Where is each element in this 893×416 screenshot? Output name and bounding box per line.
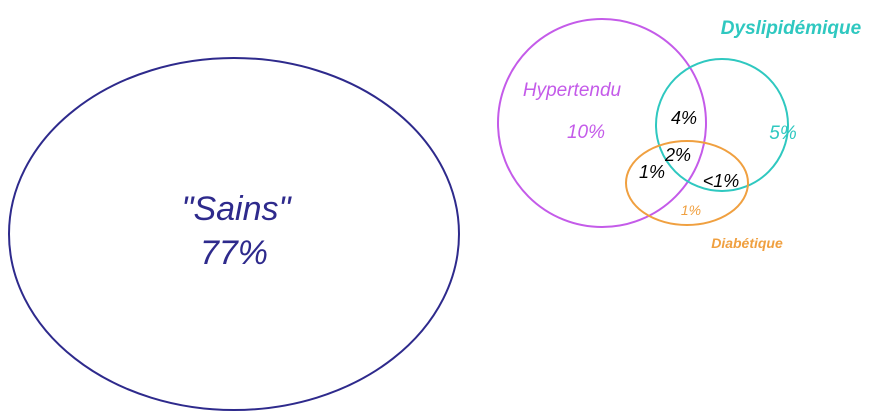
diabetic-value: 1% xyxy=(681,202,701,218)
overlap-dyslipidemic-diabetic: <1% xyxy=(703,171,740,191)
overlap-hypertensive-diabetic: 1% xyxy=(639,162,665,182)
dyslipidemic-value: 5% xyxy=(769,123,797,144)
overlap-all-three: 2% xyxy=(664,145,691,165)
healthy-ellipse xyxy=(8,57,460,411)
overlap-hypertensive-dyslipidemic: 4% xyxy=(671,108,697,128)
diabetic-label: Diabétique xyxy=(711,235,783,251)
healthy-value: 77% xyxy=(200,234,268,272)
hypertensive-value: 10% xyxy=(567,122,605,143)
diabetic-ellipse xyxy=(625,140,749,226)
healthy-label: "Sains" xyxy=(181,190,292,228)
dyslipidemic-label: Dyslipidémique xyxy=(721,18,862,39)
dyslipidemic-circle xyxy=(655,58,789,192)
hypertensive-label: Hypertendu xyxy=(523,80,622,101)
hypertensive-circle xyxy=(497,18,707,228)
